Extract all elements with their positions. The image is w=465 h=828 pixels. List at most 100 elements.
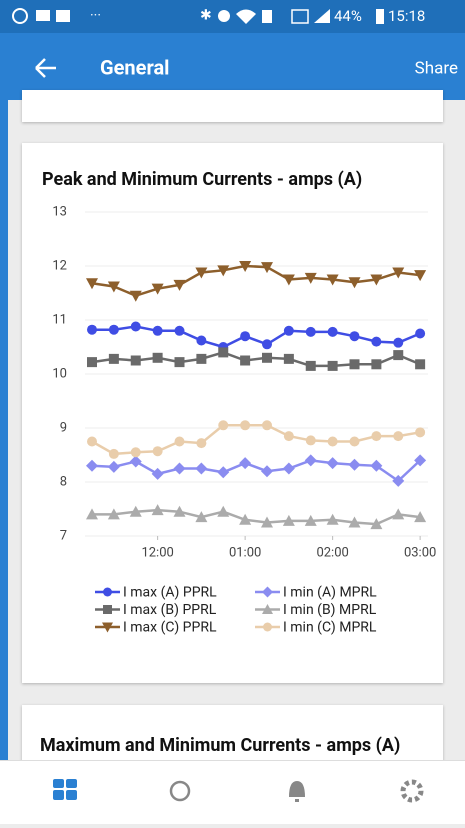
- marker: [239, 457, 252, 470]
- marker: [392, 508, 405, 520]
- marker: [262, 420, 272, 431]
- marker: [174, 325, 185, 336]
- marker: [283, 325, 294, 336]
- legend-marker: [103, 605, 112, 614]
- marker: [371, 359, 382, 370]
- chart: Peak and Minimum Currents - amps (A) 7 8 9…: [42, 169, 436, 636]
- marker: [326, 513, 339, 525]
- marker: [370, 459, 383, 472]
- legend-marker: [262, 586, 273, 598]
- signal-bars: [314, 9, 330, 23]
- marker: [152, 446, 163, 457]
- legend-label: I max (B) PPRL: [123, 602, 217, 618]
- marker: [370, 274, 383, 286]
- marker: [174, 436, 185, 447]
- page-title: General: [100, 55, 169, 79]
- explore-tab[interactable]: [169, 780, 191, 802]
- marker: [326, 457, 339, 470]
- marker: [371, 336, 382, 347]
- marker: [195, 511, 208, 523]
- series-line: [91, 351, 421, 368]
- series-line: [91, 264, 421, 298]
- bottom-nav-icons: [53, 779, 424, 803]
- chart-title: Peak and Minimum Currents - amps (A): [42, 169, 362, 190]
- back-button[interactable]: [35, 58, 56, 78]
- side-strip: [0, 100, 8, 760]
- dashboard-tab[interactable]: [53, 779, 77, 800]
- marker: [107, 508, 120, 520]
- marker: [261, 516, 273, 528]
- marker: [262, 352, 272, 363]
- y-tick-label: 11: [52, 312, 67, 327]
- more-icon: ···: [90, 8, 101, 24]
- marker: [173, 462, 186, 475]
- status-icons: ··· ✱ 44% 15:18: [12, 7, 425, 25]
- marker: [218, 347, 229, 358]
- marker: [130, 447, 141, 458]
- marker: [86, 459, 98, 472]
- marker: [370, 518, 383, 530]
- marker: [87, 324, 97, 335]
- marker: [349, 331, 360, 342]
- legend-label: I max (C) PPRL: [123, 620, 217, 636]
- marker: [305, 326, 316, 337]
- marker: [348, 277, 361, 289]
- marker: [239, 261, 252, 272]
- next-card-title: Maximum and Minimum Currents - amps (A): [40, 735, 401, 756]
- marker: [218, 420, 229, 431]
- chart-card: Peak and Minimum Currents - amps (A) 7 8 9…: [22, 143, 443, 683]
- battery-percent: 44%: [334, 7, 362, 25]
- marker: [239, 513, 252, 525]
- marker: [393, 431, 404, 442]
- marker: [304, 514, 317, 526]
- marker: [108, 324, 119, 335]
- marker: [283, 431, 294, 442]
- marker: [414, 270, 427, 282]
- alerts-tab[interactable]: [289, 781, 305, 802]
- marker: [349, 436, 360, 447]
- marker: [108, 353, 119, 364]
- signal-icon: [291, 9, 309, 24]
- marker: [217, 265, 230, 277]
- y-tick-label: 8: [60, 474, 67, 489]
- marker: [349, 359, 360, 370]
- previous-card: [22, 90, 443, 122]
- marker: [415, 328, 426, 339]
- marker: [107, 281, 120, 293]
- marker: [327, 436, 338, 447]
- marker: [196, 335, 207, 346]
- marker: [414, 511, 427, 523]
- share-button[interactable]: Share: [415, 58, 458, 78]
- marker: [217, 505, 230, 517]
- marker: [261, 262, 273, 274]
- marker: [196, 438, 207, 449]
- x-tick-label: 01:00: [229, 545, 261, 560]
- marker: [371, 431, 382, 442]
- y-tick-label: 13: [52, 204, 67, 219]
- marker: [108, 448, 119, 459]
- x-tick-label: 02:00: [316, 545, 348, 560]
- marker: [304, 454, 317, 467]
- marker: [240, 355, 251, 366]
- marker: [151, 467, 164, 480]
- bottom-nav: [0, 760, 465, 824]
- whatsapp-icon: [12, 8, 28, 24]
- marker: [173, 505, 186, 517]
- legend-label: I min (B) MPRL: [283, 602, 377, 618]
- marker: [152, 352, 163, 363]
- marker: [217, 466, 230, 479]
- legend-label: I min (A) MPRL: [283, 585, 377, 601]
- settings-tab[interactable]: [400, 779, 424, 803]
- y-tick-label: 12: [52, 258, 67, 273]
- marker: [283, 353, 294, 364]
- marker: [414, 454, 427, 467]
- y-tick-label: 9: [60, 420, 67, 435]
- marker: [86, 508, 98, 520]
- marker: [130, 355, 141, 366]
- marker: [261, 465, 273, 478]
- legend-marker: [102, 622, 113, 633]
- marker: [327, 326, 338, 337]
- marker: [393, 337, 404, 348]
- clock: 15:18: [388, 7, 425, 25]
